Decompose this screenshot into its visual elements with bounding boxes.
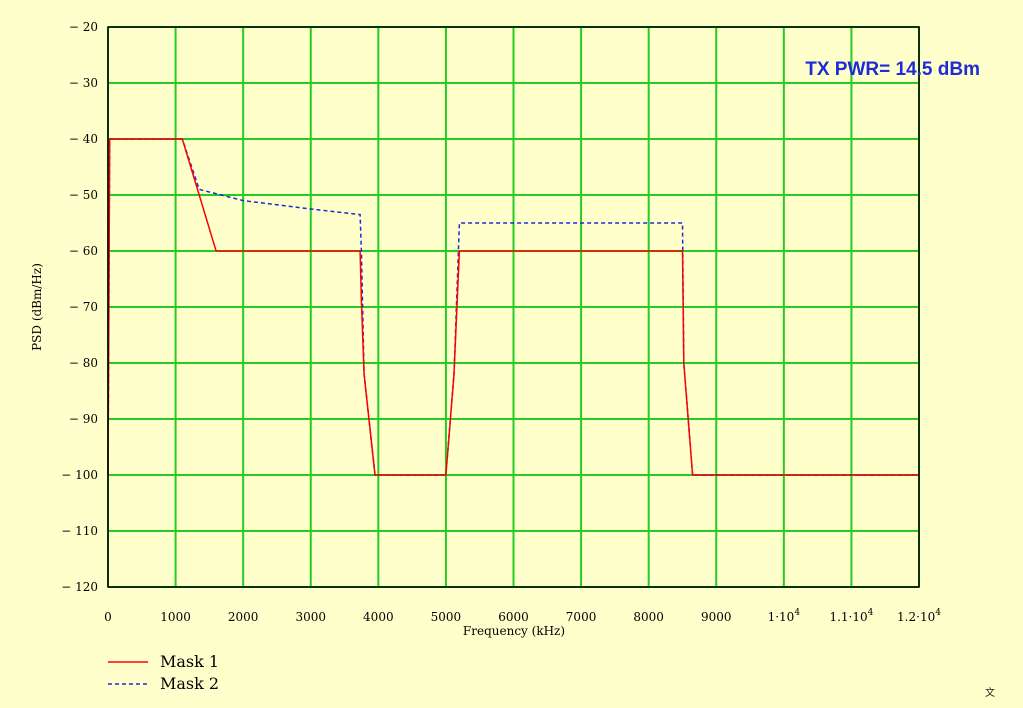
x-axis-title: Frequency (kHz)	[463, 624, 565, 638]
y-tick-label: − 90	[69, 412, 98, 426]
y-tick-label: − 30	[69, 76, 98, 90]
x-tick-label: 8000	[633, 610, 664, 624]
x-tick-label: 2000	[228, 610, 259, 624]
y-tick-label: − 40	[69, 132, 98, 146]
x-tick-label: 0	[104, 610, 112, 624]
x-tick-label: 1.2·104	[897, 608, 941, 624]
x-tick-label: 7000	[566, 610, 597, 624]
legend-label-2: Mask 2	[160, 674, 219, 693]
tx-power-annotation: TX PWR= 14.5 dBm	[805, 59, 980, 80]
legend-label-1: Mask 1	[160, 652, 219, 671]
corner-glyph: 文	[985, 686, 995, 699]
y-tick-label: − 80	[69, 356, 98, 370]
x-tick-label: 5000	[431, 610, 462, 624]
series-line-mask-1	[107, 138, 919, 476]
grid	[107, 26, 920, 588]
y-tick-label: − 70	[69, 300, 98, 314]
x-tick-label: 1000	[160, 610, 191, 624]
x-tick-label: 9000	[701, 610, 732, 624]
x-tick-label: 1.1·104	[829, 608, 873, 624]
y-tick-label: − 100	[61, 468, 98, 482]
plot-frame	[107, 26, 920, 588]
legend: Mask 1 Mask 2	[108, 652, 219, 693]
x-tick-labels: 0 1000 2000 3000 4000 5000 6000 7000 8000 9000 1·1…	[104, 608, 941, 624]
y-tick-label: − 110	[61, 524, 98, 538]
x-tick-label: 4000	[363, 610, 394, 624]
series-layer	[107, 138, 919, 476]
y-tick-label: − 120	[61, 580, 98, 594]
y-tick-label: − 60	[69, 244, 98, 258]
x-tick-label: 1·104	[768, 608, 801, 624]
x-tick-label: 3000	[295, 610, 326, 624]
y-tick-label: − 50	[69, 188, 98, 202]
x-tick-label: 6000	[498, 610, 529, 624]
y-tick-labels: − 20 − 30 − 40 − 50 − 60 − 70 − 80 − 90 − 100 − 1…	[61, 20, 98, 594]
y-axis-title: PSD (dBm/Hz)	[30, 263, 44, 351]
y-tick-label: − 20	[69, 20, 98, 34]
